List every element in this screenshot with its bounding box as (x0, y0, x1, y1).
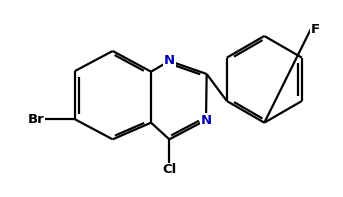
Text: N: N (164, 55, 175, 68)
Text: N: N (200, 113, 212, 126)
Text: Cl: Cl (162, 163, 176, 176)
Text: F: F (311, 23, 320, 36)
Text: Br: Br (27, 113, 44, 126)
